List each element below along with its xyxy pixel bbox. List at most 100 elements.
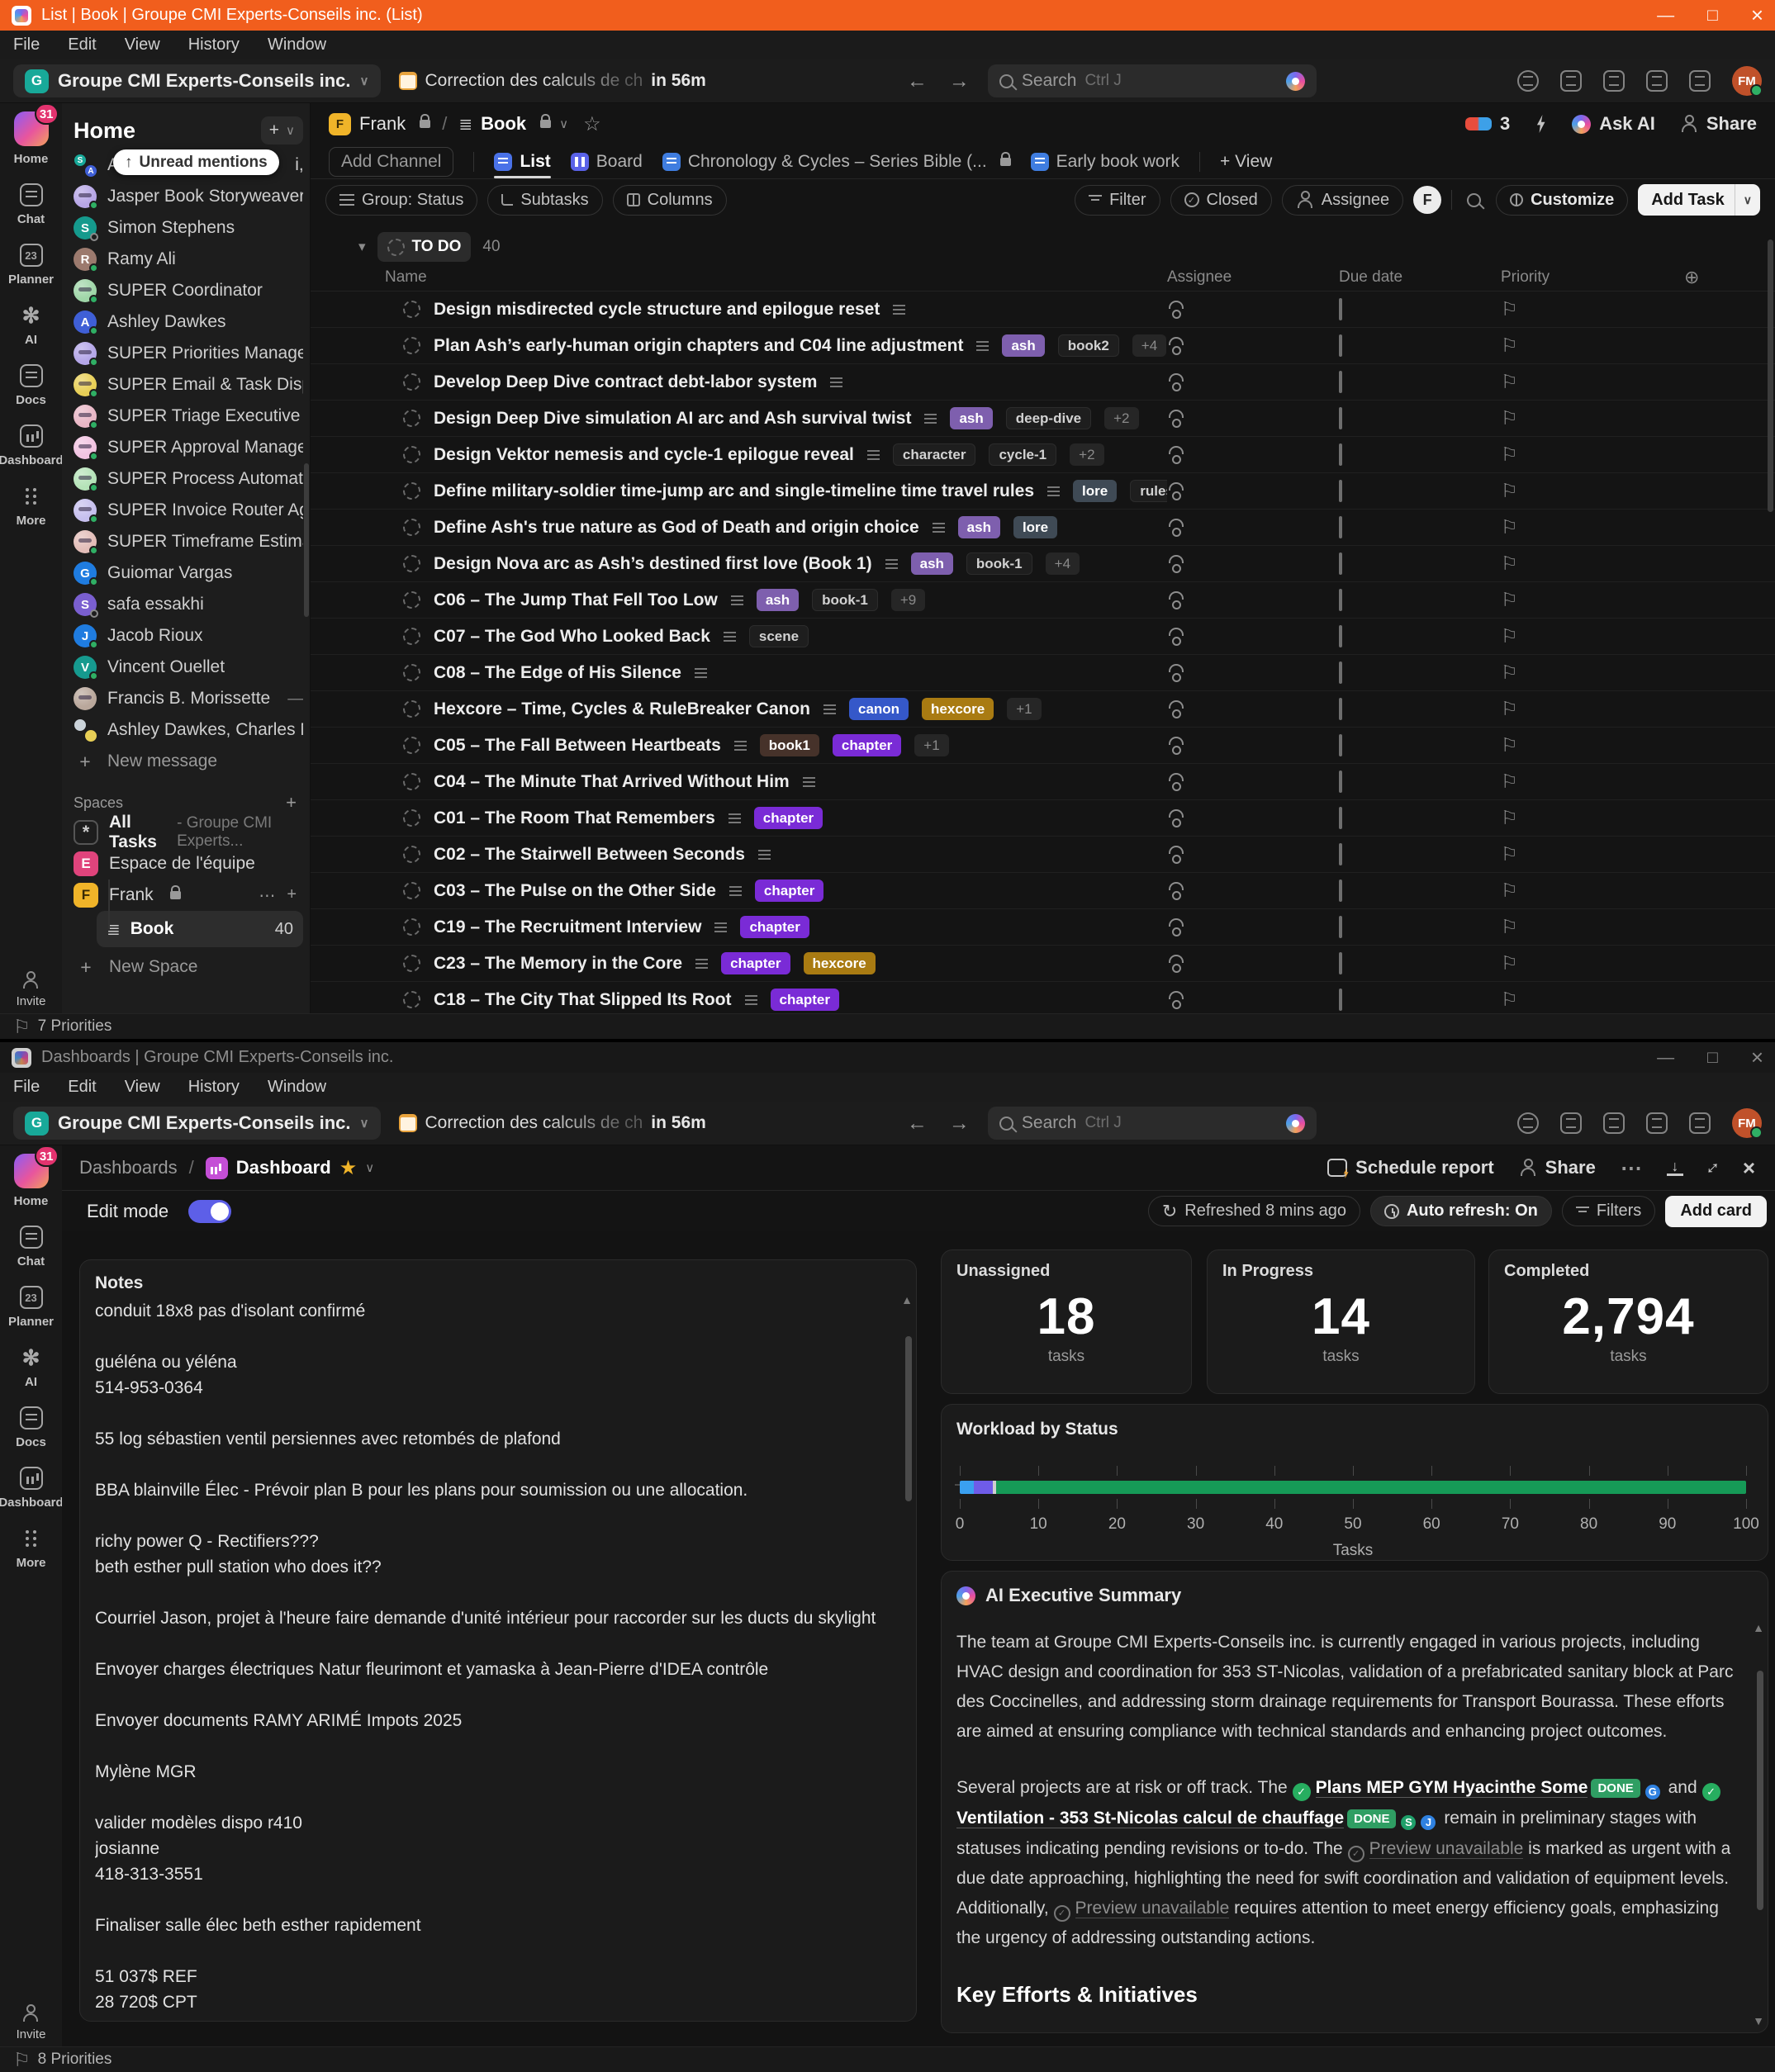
dm-item[interactable]: SUPER Email & Task Dispat... <box>74 369 303 401</box>
task-row[interactable]: C03 – The Pulse on the Other Sidechapter… <box>311 873 1775 909</box>
back-button[interactable]: ← <box>907 1112 928 1136</box>
expand-icon[interactable]: ↕ <box>1701 1156 1725 1179</box>
due-date-cell-icon[interactable] <box>1339 334 1342 357</box>
dm-item[interactable]: SUPER Approval Manager <box>74 432 303 463</box>
task-row[interactable]: C19 – The Recruitment Interviewchapter⚐ <box>311 909 1775 946</box>
tag-deep-dive[interactable]: deep-dive <box>1006 407 1091 429</box>
task-status-icon[interactable] <box>403 991 420 1008</box>
tag-hexcore[interactable]: hexcore <box>922 698 994 720</box>
columns-button[interactable]: Columns <box>613 185 727 216</box>
sidebar-item-all-tasks[interactable]: * All Tasks - Groupe CMI Experts... <box>74 817 303 848</box>
task-row[interactable]: C04 – The Minute That Arrived Without Hi… <box>311 764 1775 800</box>
note-line[interactable] <box>95 1887 888 1913</box>
menu-window[interactable]: Window <box>268 36 326 55</box>
rail-item-home[interactable]: 31Home <box>14 1154 49 1208</box>
task-status-icon[interactable] <box>403 700 420 718</box>
priority-flag-icon[interactable]: ⚐ <box>1501 661 1518 683</box>
maximize-button[interactable]: □ <box>1707 6 1718 26</box>
priority-flag-icon[interactable]: ⚐ <box>1501 770 1518 792</box>
menu-edit[interactable]: Edit <box>68 36 96 55</box>
tag-ash[interactable]: ash <box>950 407 992 429</box>
task-title[interactable]: Design Deep Dive simulation AI arc and A… <box>434 409 911 429</box>
priority-flag-icon[interactable]: ⚐ <box>1501 371 1518 392</box>
tag-lore[interactable]: lore <box>1013 516 1057 538</box>
add-channel-button[interactable]: Add Channel <box>329 147 453 177</box>
dm-item[interactable]: SUPER Triage Executive As... <box>74 401 303 432</box>
tag-overflow-count[interactable]: +2 <box>1104 407 1138 429</box>
refreshed-pill[interactable]: ↻Refreshed 8 mins ago <box>1148 1196 1360 1226</box>
task-row[interactable]: Develop Deep Dive contract debt-labor sy… <box>311 364 1775 401</box>
task-status-icon[interactable] <box>403 773 420 790</box>
task-status-icon[interactable] <box>403 737 420 754</box>
priority-flag-icon[interactable]: ⚐ <box>1501 334 1518 356</box>
priority-flag-icon[interactable]: ⚐ <box>1501 589 1518 610</box>
schedule-report-button[interactable]: Schedule report <box>1327 1157 1493 1178</box>
priority-flag-icon[interactable]: ⚐ <box>1501 480 1518 501</box>
task-row[interactable]: C23 – The Memory in the Corechapterhexco… <box>311 946 1775 982</box>
column-priority[interactable]: Priority <box>1501 268 1684 287</box>
due-date-cell-icon[interactable] <box>1339 480 1342 502</box>
due-date-cell-icon[interactable] <box>1339 916 1342 938</box>
close-button[interactable]: × <box>1751 2 1763 28</box>
ai-summary-card[interactable]: AI Executive Summary The team at Groupe … <box>941 1571 1768 2033</box>
due-date-cell-icon[interactable] <box>1339 516 1342 538</box>
note-line[interactable] <box>95 1733 888 1759</box>
note-line[interactable] <box>95 1452 888 1477</box>
rail-item-chat[interactable]: Chat <box>17 183 45 226</box>
more-options-button[interactable]: ⋯ <box>1621 1155 1642 1181</box>
clips-icon[interactable] <box>1603 70 1625 92</box>
note-line[interactable]: josianne <box>95 1836 888 1861</box>
task-row[interactable]: Design Vektor nemesis and cycle-1 epilog… <box>311 437 1775 473</box>
new-message-button[interactable]: + New message <box>74 746 303 777</box>
maximize-button[interactable]: □ <box>1707 1048 1718 1068</box>
tag-overflow-count[interactable]: +9 <box>891 589 925 611</box>
task-row[interactable]: C01 – The Room That Rememberschapter⚐ <box>311 800 1775 837</box>
menu-history[interactable]: History <box>188 1078 240 1097</box>
note-line[interactable] <box>95 1401 888 1426</box>
minimize-button[interactable]: — <box>1657 1048 1674 1068</box>
status-icon[interactable] <box>1517 1112 1539 1134</box>
docs-shortcut-icon[interactable] <box>1646 1112 1668 1134</box>
breadcrumb-current[interactable]: Dashboard <box>236 1157 331 1178</box>
apps-icon[interactable] <box>1689 70 1711 92</box>
viewers-count[interactable]: 3 <box>1465 113 1510 135</box>
due-date-cell-icon[interactable] <box>1339 407 1342 429</box>
due-date-cell-icon[interactable] <box>1339 989 1342 1011</box>
rail-item-dashboard[interactable]: Dashboard <box>0 1467 64 1510</box>
scroll-up-icon[interactable]: ▲ <box>901 1293 913 1306</box>
task-title[interactable]: C05 – The Fall Between Heartbeats <box>434 736 721 756</box>
tag-overflow-count[interactable]: +1 <box>1007 698 1041 720</box>
space-add-button[interactable]: + <box>287 885 297 906</box>
search-input[interactable]: Search Ctrl J <box>988 64 1317 97</box>
invite-button[interactable]: Invite <box>17 971 46 1008</box>
dm-item[interactable]: Jasper Book Storyweaver <box>74 181 303 212</box>
note-line[interactable]: 51 037$ REF <box>95 1964 888 1989</box>
close-button[interactable]: × <box>1751 1045 1763 1070</box>
stat-card-unassigned[interactable]: Unassigned18tasks <box>941 1249 1192 1394</box>
task-row[interactable]: C07 – The God Who Looked Backscene⚐ <box>311 619 1775 655</box>
tag-ash[interactable]: ash <box>911 552 953 575</box>
filter-button[interactable]: Filter <box>1075 185 1160 216</box>
due-date-cell-icon[interactable] <box>1339 552 1342 575</box>
closed-button[interactable]: ✓Closed <box>1170 185 1272 216</box>
notes-card[interactable]: Notes conduit 18x8 pas d'isolant confirm… <box>79 1259 917 2022</box>
tag-book1[interactable]: book1 <box>760 734 819 756</box>
chevron-down-icon[interactable]: ∨ <box>559 116 568 131</box>
apps-icon[interactable] <box>1689 1112 1711 1134</box>
note-line[interactable]: guéléna ou yéléna <box>95 1349 888 1375</box>
priority-flag-icon[interactable]: ⚐ <box>1501 298 1518 320</box>
add-view-button[interactable]: + View <box>1220 152 1272 172</box>
menu-edit[interactable]: Edit <box>68 1078 96 1097</box>
menu-file[interactable]: File <box>13 36 40 55</box>
tag-overflow-count[interactable]: +4 <box>1046 552 1080 575</box>
chevron-down-icon[interactable]: ∨ <box>365 1160 374 1175</box>
status-group-chip[interactable]: TO DO <box>377 232 472 262</box>
dm-item[interactable]: SUPER Process Automator <box>74 463 303 495</box>
status-icon[interactable] <box>1517 70 1539 92</box>
task-title[interactable]: C07 – The God Who Looked Back <box>434 627 710 647</box>
task-row[interactable]: Design Nova arc as Ash’s destined first … <box>311 546 1775 582</box>
task-title[interactable]: Design Nova arc as Ash’s destined first … <box>434 554 872 574</box>
task-title[interactable]: Define Ash's true nature as God of Death… <box>434 518 919 538</box>
dm-item[interactable]: SUPER Timeframe Estimator <box>74 526 303 557</box>
task-status-icon[interactable] <box>403 337 420 354</box>
